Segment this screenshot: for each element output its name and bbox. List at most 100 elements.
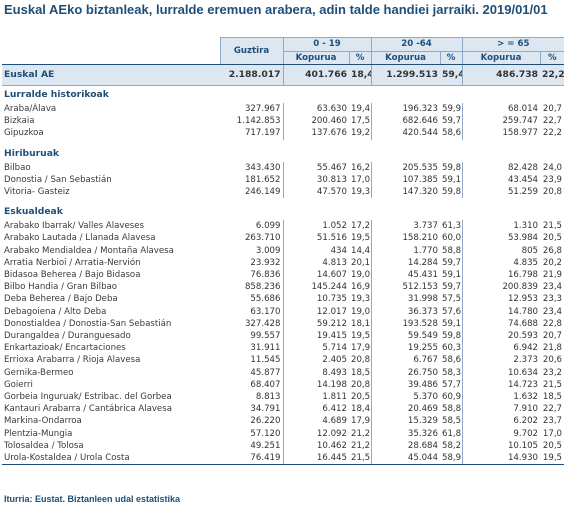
cell-p3: 22,2 — [540, 64, 565, 86]
table-row: Goierri 68.407 14.198 20,8 39.486 57,7 14.723 2… — [2, 378, 564, 392]
cell-p2: 59,1 — [442, 270, 462, 281]
cell-p1: 17,0 — [351, 174, 371, 185]
table-body: Guztira 0 - 19 20 -64 > = 65 Kopurua % K… — [2, 37, 565, 466]
cell-g2: 35.326 — [370, 427, 440, 440]
cell-g3: 200.839 — [461, 281, 541, 294]
cell-g3: 10.634 — [461, 366, 541, 379]
header-group-20-64: 20 -64 — [370, 37, 463, 52]
row-label: Enkartazioak/ Encartaciones — [4, 343, 126, 354]
cell-p1: 19,5 — [351, 233, 371, 244]
population-table: Guztira 0 - 19 20 -64 > = 65 Kopurua % K… — [2, 37, 565, 466]
header-pct: % — [348, 51, 371, 65]
header-empty-cell — [2, 51, 220, 65]
cell-g2: 26.750 — [370, 366, 440, 379]
cell-g1: 14.607 — [282, 269, 349, 282]
row-label: Araba/Álava — [4, 104, 57, 114]
cell-g3: 14.723 — [461, 378, 541, 392]
cell-g1: 12.017 — [282, 305, 349, 318]
cell-p2: 61,8 — [442, 428, 462, 439]
cell-g2: 196.323 — [370, 103, 440, 116]
cell-p3: 21,9 — [542, 270, 563, 281]
cell-g2: 3.737 — [370, 220, 440, 233]
cell-g1: 137.676 — [282, 127, 349, 140]
cell-p2: 61,3 — [442, 221, 462, 232]
cell-p3: 23,9 — [542, 174, 563, 185]
cell-p1: 19,4 — [351, 104, 371, 114]
row-label: Errioxa Arabarra / Rioja Alavesa — [4, 355, 141, 366]
cell-total: 3.009 — [255, 245, 281, 256]
cell-g2: 15.329 — [370, 415, 440, 428]
row-label: Arabako Lautada / Llanada Alavesa — [4, 233, 156, 244]
cell-p1: 19,3 — [351, 294, 371, 305]
row-label: Donostialdea / Donostia-San Sebastián — [4, 318, 172, 329]
cell-g1: 47.570 — [282, 186, 349, 199]
cell-p2: 59,7 — [442, 257, 462, 268]
cell-g1: 59.212 — [282, 317, 349, 331]
row-label: Plentzia-Mungia — [4, 428, 73, 439]
cell-g1: 6.412 — [282, 403, 349, 416]
cell-p1: 19,5 — [351, 331, 371, 342]
cell-p1: 20,5 — [351, 392, 371, 403]
cell-g2: 39.486 — [370, 378, 440, 392]
cell-total: 263.710 — [244, 233, 281, 244]
cell-g2: 158.210 — [370, 232, 440, 245]
row-label: Urola-Kostaldea / Urola Costa — [2, 452, 220, 466]
cell-p3: 24,0 — [542, 162, 563, 173]
section-title: Eskualdeak — [4, 206, 63, 218]
cell-g2: 14.284 — [370, 256, 440, 270]
cell-total: 246.149 — [244, 187, 281, 198]
cell-p1: 17,2 — [351, 221, 371, 232]
cell-total: 55.686 — [250, 294, 281, 305]
table-row: Vitoria- Gasteiz 246.149 47.570 19,3 147.320… — [2, 186, 564, 199]
table-row: Bizkaia 1.142.853 200.460 17,5 682.646 59,7 25… — [2, 115, 564, 128]
cell-total: 1.142.853 — [236, 116, 281, 127]
cell-g3: 82.428 — [461, 161, 541, 174]
cell-g2: 59.549 — [370, 330, 440, 343]
cell-g1: 1.052 — [282, 220, 349, 233]
cell-g2: 45.044 — [370, 452, 440, 466]
cell-p2: 58,2 — [442, 440, 462, 451]
cell-p1: 21,2 — [351, 440, 371, 451]
table-row: Plentzia-Mungia 57.120 12.092 21,2 35.326 61,… — [2, 427, 564, 440]
section-title: Hiriburuak — [4, 147, 60, 159]
row-label: Donostia / San Sebastián — [4, 174, 112, 185]
cell-g3: 74.688 — [461, 317, 541, 331]
table-row: Arabako Ibarrak/ Valles Alaveses 6.099 1.0… — [2, 220, 564, 233]
cell-total: 76.836 — [250, 270, 281, 281]
cell-p1: 21,5 — [349, 452, 371, 466]
cell-g3: 7.910 — [461, 403, 541, 416]
cell-p3: 20,7 — [542, 331, 563, 342]
row-label: Goierri — [4, 379, 33, 390]
cell-p2: 58,6 — [442, 128, 462, 139]
cell-total: 31.911 — [250, 343, 281, 354]
table-row: Errioxa Arabarra / Rioja Alavesa 11.545 2.… — [2, 354, 564, 367]
cell-g3: 486.738 — [461, 64, 541, 86]
table-row: Tolosaldea / Tolosa 49.251 10.462 21,2 28.68… — [2, 439, 564, 453]
cell-g3: 1.632 — [461, 391, 541, 404]
cell-p3: 23,4 — [542, 306, 563, 317]
cell-g1: 16.445 — [282, 452, 349, 466]
cell-p2: 58,8 — [442, 245, 462, 256]
cell-p3: 21,5 — [542, 379, 563, 390]
table-row: Durangaldea / Duranguesado 99.557 19.415 19… — [2, 330, 564, 343]
row-label: Tolosaldea / Tolosa — [4, 440, 84, 451]
header-kopurua: Kopurua — [461, 51, 541, 65]
table-row: Enkartazioak/ Encartaciones 31.911 5.714 17… — [2, 342, 564, 355]
cell-g3: 12.953 — [461, 293, 541, 306]
cell-g1: 200.460 — [282, 115, 349, 128]
row-label: Vitoria- Gasteiz — [4, 187, 70, 198]
section-header: Eskualdeak — [2, 203, 564, 220]
cell-g2: 107.385 — [370, 173, 440, 187]
row-label: Bidasoa Beherea / Bajo Bidasoa — [4, 270, 141, 281]
row-label: Bilbo Handia / Gran Bilbao — [4, 282, 118, 293]
cell-p3: 18,5 — [542, 392, 563, 403]
cell-p2: 58,9 — [440, 452, 463, 466]
cell-g1: 63.630 — [282, 103, 349, 116]
cell-g1: 401.766 — [282, 64, 349, 86]
cell-p3: 17,0 — [542, 428, 563, 439]
cell-g1: 14.198 — [282, 378, 349, 392]
cell-g1: 19.415 — [282, 330, 349, 343]
cell-p3: 23,3 — [542, 294, 563, 305]
cell-p3: 26,8 — [542, 245, 563, 256]
table-row: Bilbo Handia / Gran Bilbao 858.236 145.244… — [2, 281, 564, 294]
